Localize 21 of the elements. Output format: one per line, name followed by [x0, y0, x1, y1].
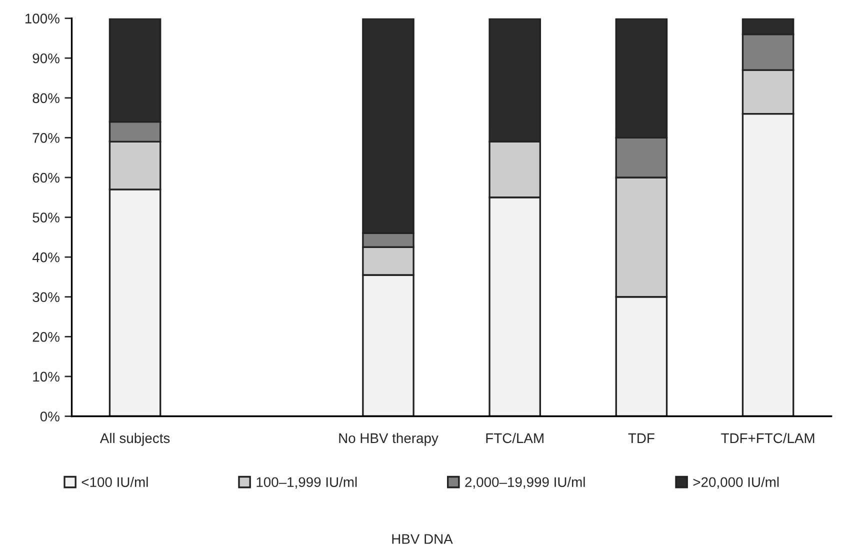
x-tick-label: All subjects — [100, 432, 170, 446]
text: HBV DNA — [392, 534, 453, 544]
x-tick-label: No HBV therapy — [339, 432, 438, 446]
y-tick-label: 0% — [40, 412, 60, 422]
legend-label: >20,000 IU/ml — [693, 476, 779, 489]
y-tick-label: 40% — [32, 252, 60, 262]
legend-label: 100–1,999 IU/ml — [256, 476, 357, 489]
legend-label: 2,000–19,999 IU/ml — [465, 476, 585, 489]
x-tick-label: TDF — [628, 433, 654, 443]
y-tick-label: 70% — [32, 133, 60, 143]
y-tick-label: 50% — [32, 212, 60, 222]
y-tick-label: 90% — [32, 53, 60, 64]
y-tick-label: 80% — [32, 93, 60, 104]
x-tick-label: FTC/LAM — [486, 432, 544, 444]
y-tick-label: 10% — [33, 372, 60, 382]
legend-label: <100 IU/ml — [82, 476, 148, 488]
x-tick-label: TDF+FTC/LAM — [721, 432, 814, 444]
y-tick-label: 20% — [32, 332, 60, 342]
y-tick-label: 60% — [32, 172, 60, 183]
y-tick-label: 100% — [25, 14, 60, 24]
y-tick-label: 30% — [32, 292, 60, 302]
